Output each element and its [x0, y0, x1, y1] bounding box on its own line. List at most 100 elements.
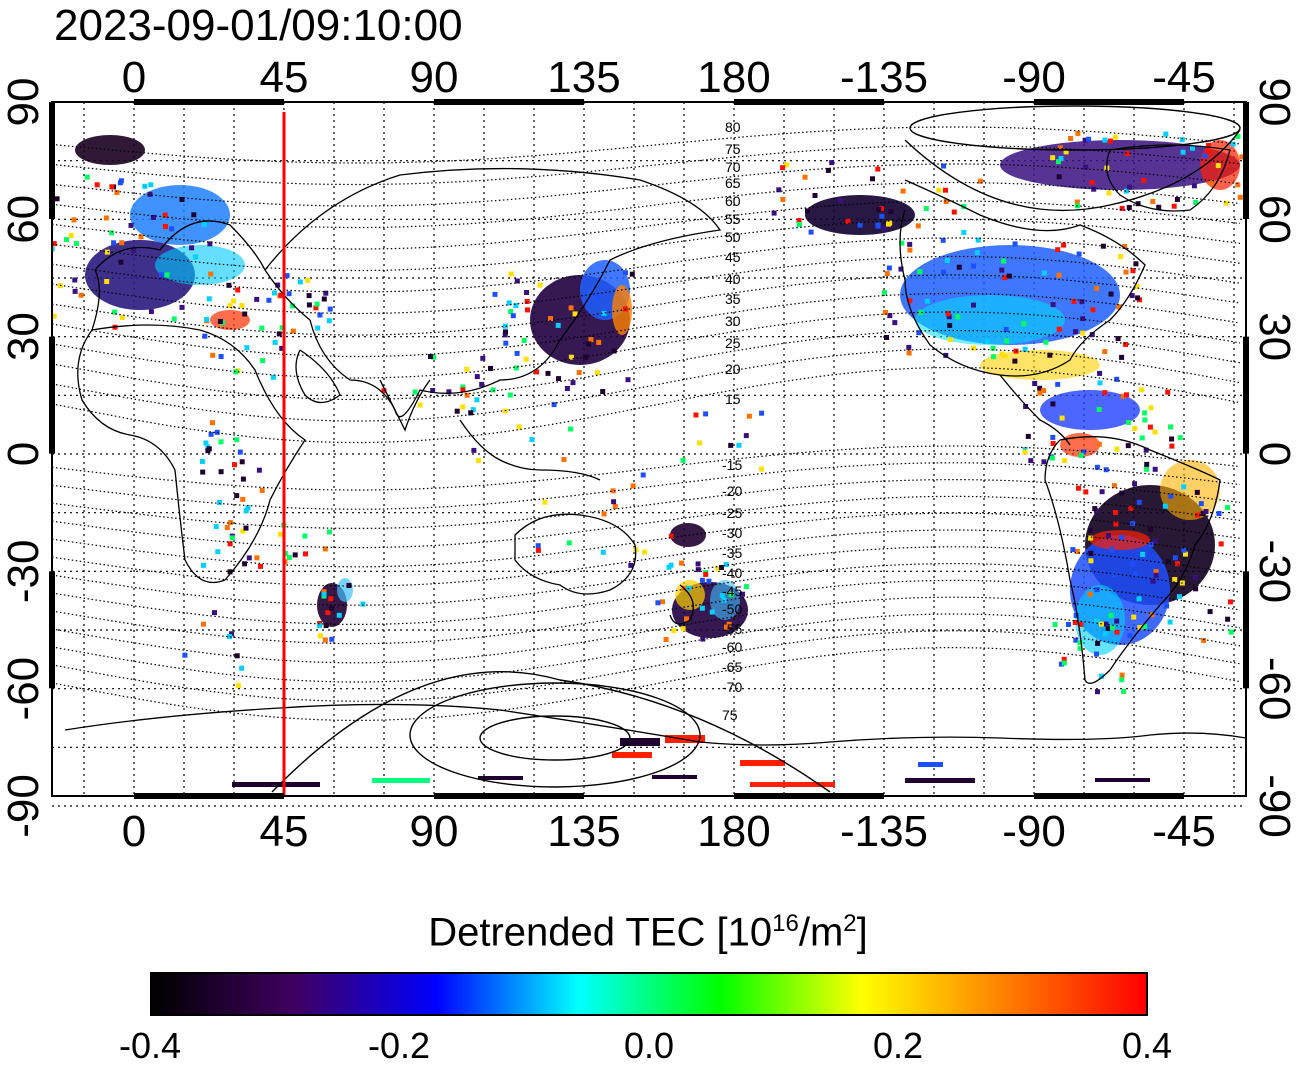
tec-point [201, 562, 206, 568]
tec-point [322, 546, 328, 552]
tec-point [210, 352, 216, 358]
contour-label: 15 [725, 391, 741, 407]
tec-point [68, 233, 74, 238]
tec-point [556, 376, 561, 382]
tec-point [535, 547, 541, 553]
tec-point [279, 345, 285, 351]
tec-point [513, 365, 519, 371]
lon-tick-bottom: -90 [1002, 807, 1066, 856]
tec-scatter-points [52, 130, 1245, 695]
tec-point [297, 279, 303, 285]
tec-point [684, 616, 689, 622]
tec-point [882, 290, 887, 295]
tec-point [328, 605, 334, 611]
tec-point [1122, 244, 1128, 249]
tec-point [1063, 149, 1069, 155]
tec-point [663, 637, 669, 642]
tec-point [1127, 633, 1133, 639]
tec-point [1191, 183, 1197, 189]
tec-point [1073, 613, 1079, 618]
tec-point [1171, 203, 1177, 209]
tec-point [1169, 436, 1175, 442]
coast-greenland [1106, 144, 1231, 212]
lat-tick-right: -30 [1250, 540, 1296, 604]
tec-point [1058, 661, 1064, 667]
tec-point [693, 412, 699, 418]
tec-point [254, 296, 260, 302]
tec-point [1012, 241, 1018, 247]
tec-point [206, 296, 212, 302]
tec-point [326, 318, 332, 324]
tec-point [1077, 640, 1083, 646]
tec-point [1055, 381, 1061, 387]
tec-point [147, 191, 153, 197]
tec-point [259, 487, 265, 493]
tec-point [924, 298, 930, 304]
tec-point [1130, 268, 1136, 274]
lat-tick-left: 30 [0, 312, 48, 361]
tec-point [1061, 242, 1067, 248]
tec-point [524, 298, 530, 304]
tec-point [660, 599, 665, 605]
tec-point [278, 531, 283, 537]
tec-point [642, 549, 648, 555]
tec-point [1235, 182, 1241, 188]
contour-label: 20 [725, 361, 741, 377]
tec-point [210, 420, 215, 426]
tec-point [1082, 137, 1088, 143]
tec-point [1206, 142, 1212, 148]
tec-point [886, 265, 892, 271]
tec-point [915, 223, 921, 229]
tec-point [193, 254, 199, 260]
tec-point [723, 562, 729, 567]
lon-tick-bottom: 45 [260, 807, 309, 856]
tec-point [898, 266, 904, 272]
tec-point [1116, 304, 1122, 310]
tec-point [1092, 506, 1098, 512]
tec-point [1062, 458, 1067, 463]
tec-point [740, 591, 745, 597]
coast-newzealand [669, 584, 694, 625]
tec-point [551, 402, 557, 408]
tec-point [1043, 339, 1049, 345]
tec-point [306, 293, 312, 299]
tec-point [104, 249, 110, 255]
tec-point [112, 309, 118, 315]
coast-arabia [295, 349, 341, 404]
tec-point [114, 190, 120, 195]
tec-point [1190, 145, 1195, 151]
tec-point [883, 309, 888, 315]
tec-point [1089, 180, 1095, 186]
tec-point [1148, 542, 1154, 548]
tec-point [1061, 660, 1067, 666]
tec-point [1142, 410, 1148, 416]
tec-point [513, 303, 519, 309]
tec-point [233, 369, 239, 375]
tec-point [1049, 455, 1055, 461]
tec-point [227, 634, 233, 639]
lon-tick-top: 90 [410, 53, 459, 102]
contour-label: 45 [725, 249, 741, 265]
contour-label: -30 [722, 525, 742, 541]
tec-point [1126, 205, 1132, 210]
lon-tick-top: -45 [1152, 53, 1216, 102]
tec-point [1179, 137, 1185, 143]
tec-point [1083, 489, 1089, 495]
tec-point [204, 316, 210, 322]
tec-point [838, 197, 843, 203]
tec-point [360, 601, 366, 607]
tec-point [1088, 558, 1094, 564]
tec-point [1002, 353, 1008, 359]
tec-point [412, 389, 418, 395]
lon-tick-top: 45 [260, 53, 309, 102]
tec-point [1095, 689, 1100, 695]
tec-point [1130, 521, 1136, 526]
tec-point [1074, 549, 1080, 554]
tec-point [1239, 154, 1245, 160]
tec-point [323, 290, 329, 296]
tec-point [1228, 629, 1234, 635]
contour-label: 75 [722, 707, 738, 723]
tec-point [999, 351, 1005, 357]
tec-point [1136, 499, 1142, 505]
